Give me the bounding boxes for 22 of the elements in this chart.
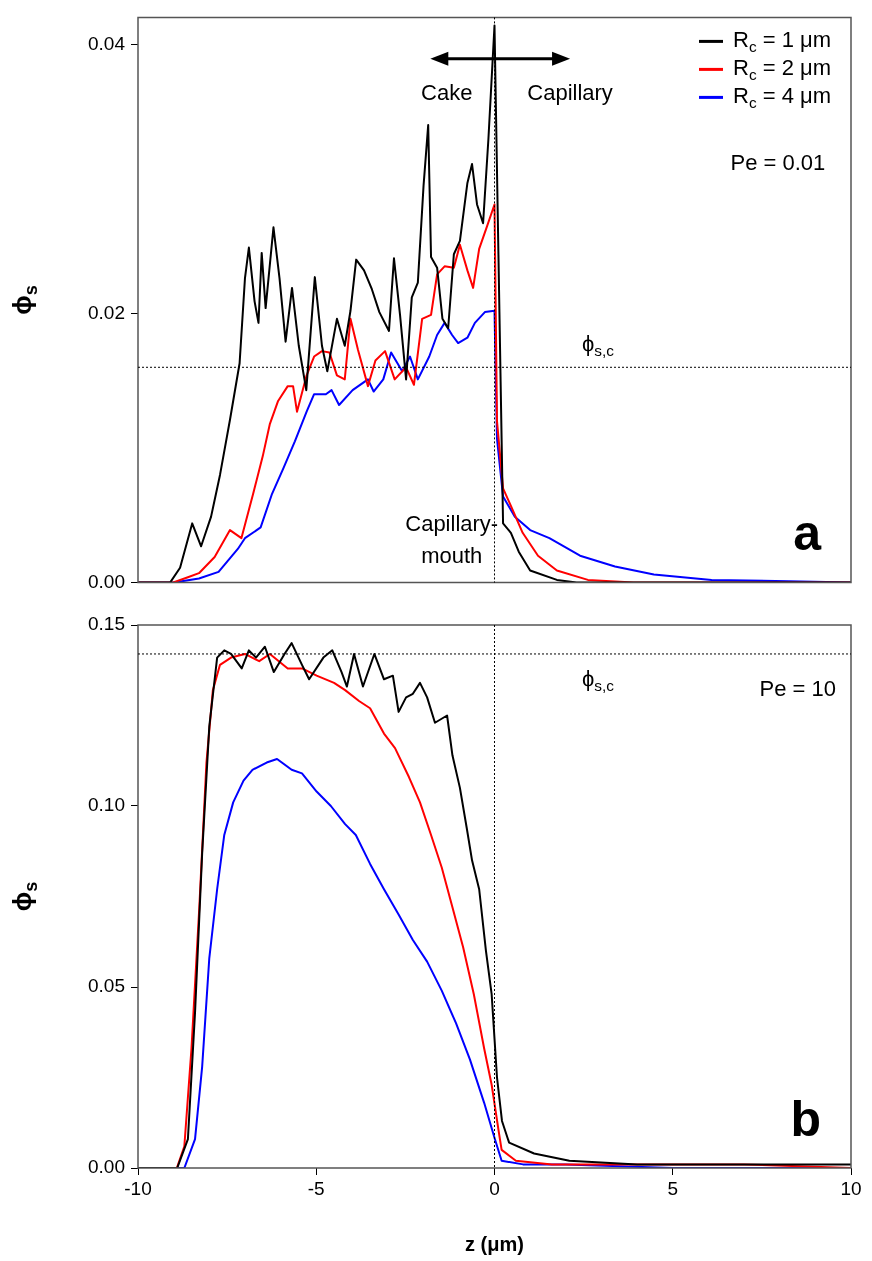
- x-tick-label: 0: [489, 1177, 500, 1199]
- annotation: Cake: [421, 79, 473, 105]
- y-tick-label: 0.00: [88, 570, 125, 592]
- y-tick-label: 0.05: [88, 975, 125, 997]
- annotation: Capillary: [527, 79, 613, 105]
- y-tick-label: 0.00: [88, 1156, 125, 1178]
- y-tick-label: 0.02: [88, 301, 125, 323]
- annotation: Pe = 10: [759, 676, 837, 702]
- annotation: Capillary- mouth: [405, 511, 499, 569]
- x-axis-title: z (μm): [465, 1232, 524, 1255]
- text: b: [790, 1090, 821, 1147]
- y-tick-label: 0.04: [88, 32, 126, 54]
- text: a: [793, 505, 823, 562]
- x-tick-label: 5: [667, 1177, 679, 1199]
- x-tick-label: 10: [840, 1177, 862, 1199]
- annotation: Pe = 0.01: [730, 149, 826, 175]
- y-axis-title: ϕs: [7, 285, 41, 315]
- y-tick-label: 0.10: [88, 794, 125, 816]
- y-axis-title: ϕs: [7, 881, 41, 912]
- x-tick-label: -5: [307, 1177, 325, 1199]
- x-tick-label: -10: [124, 1177, 152, 1199]
- y-tick-label: 0.15: [88, 613, 125, 635]
